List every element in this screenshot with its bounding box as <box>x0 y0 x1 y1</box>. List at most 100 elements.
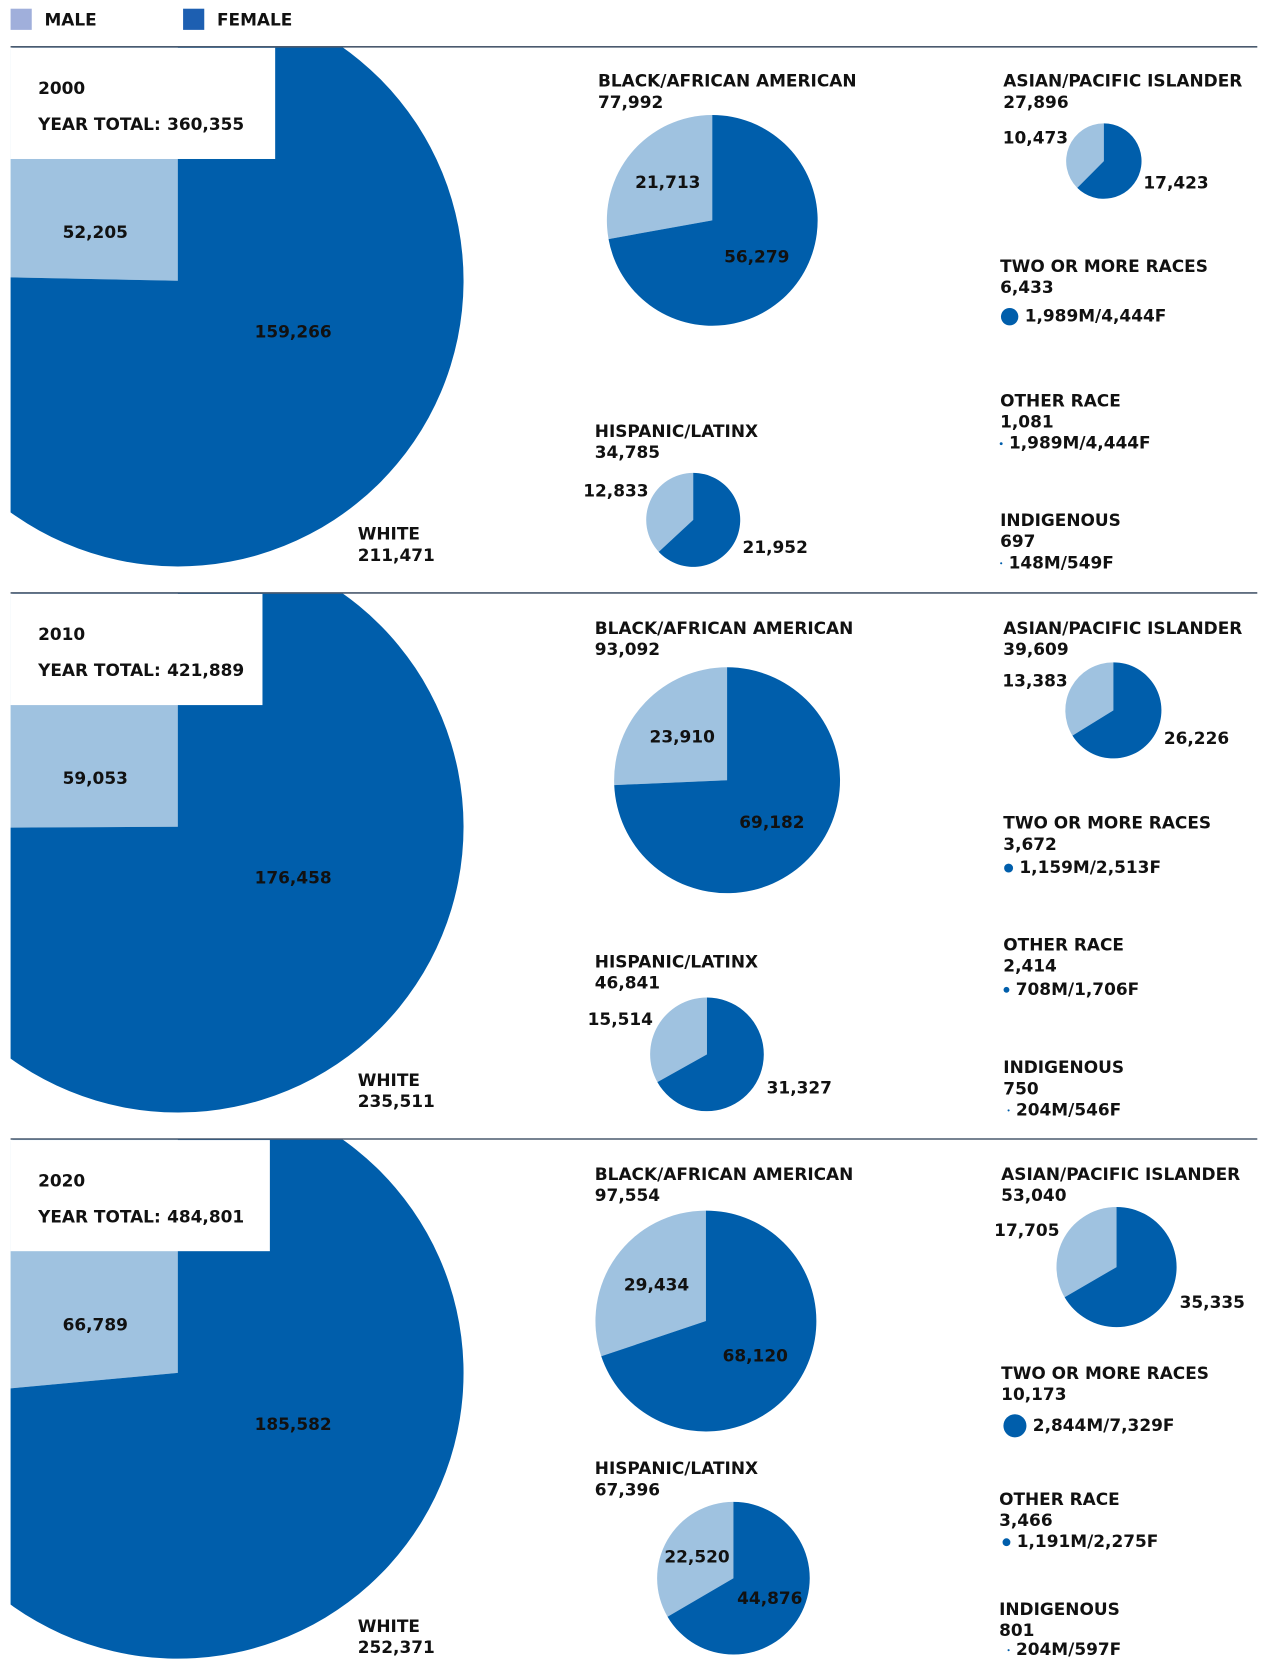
female-label: 56,279 <box>724 247 789 267</box>
group-name: OTHER RACE <box>1000 390 1121 410</box>
group-dot <box>1003 1414 1027 1438</box>
year-total-label: YEAR TOTAL: <box>37 660 161 680</box>
group-name: BLACK/AFRICAN AMERICAN <box>595 618 854 638</box>
male-label: 17,705 <box>994 1220 1059 1240</box>
group-name: INDIGENOUS <box>999 1599 1120 1619</box>
group-total: 27,896 <box>1003 92 1068 112</box>
male-slice <box>1065 662 1114 736</box>
female-label: 17,423 <box>1143 173 1208 193</box>
male-label: 13,383 <box>1002 671 1067 691</box>
year-total-value: 484,801 <box>167 1206 244 1226</box>
male-label: 10,473 <box>1003 127 1068 147</box>
group-name: WHITE <box>358 1616 420 1636</box>
female-label: 26,226 <box>1164 728 1229 748</box>
group-name: TWO OR MORE RACES <box>1000 256 1208 276</box>
year-total: YEAR TOTAL: 484,801 <box>37 1206 244 1226</box>
year-total-label: YEAR TOTAL: <box>37 1206 161 1226</box>
female-label: 69,182 <box>739 812 804 832</box>
year-total: YEAR TOTAL: 360,355 <box>37 114 244 134</box>
female-label: 176,458 <box>255 868 332 888</box>
female-label: 35,335 <box>1180 1292 1245 1312</box>
group-dot <box>1007 1109 1010 1112</box>
female-label: 68,120 <box>723 1345 788 1365</box>
group-name: OTHER RACE <box>1003 934 1124 954</box>
group-name: TWO OR MORE RACES <box>1001 1363 1209 1383</box>
group-dot <box>1007 1649 1010 1652</box>
group-name: BLACK/AFRICAN AMERICAN <box>595 1164 854 1184</box>
group-total: 67,396 <box>595 1479 660 1499</box>
group-name: BLACK/AFRICAN AMERICAN <box>598 71 857 91</box>
group-total: 93,092 <box>595 639 660 659</box>
group-name: INDIGENOUS <box>1000 510 1121 530</box>
split-label: 1,159M/2,513F <box>1019 857 1161 877</box>
group-total: 6,433 <box>1000 277 1054 297</box>
group-name: HISPANIC/LATINX <box>595 421 758 441</box>
male-label: 21,713 <box>635 172 700 192</box>
male-slice <box>650 997 707 1083</box>
female-slice <box>1077 123 1142 199</box>
group-name: WHITE <box>358 1070 420 1090</box>
split-label: 1,989M/4,444F <box>1009 433 1151 453</box>
year-box <box>10 593 263 706</box>
group-name: HISPANIC/LATINX <box>595 1458 758 1478</box>
male-label: 23,910 <box>650 726 715 746</box>
group-name: HISPANIC/LATINX <box>595 951 758 971</box>
group-name: ASIAN/PACIFIC ISLANDER <box>1003 618 1242 638</box>
year-title: 2020 <box>38 1170 85 1190</box>
group-name: ASIAN/PACIFIC ISLANDER <box>1003 71 1242 91</box>
female-slice <box>657 997 764 1112</box>
female-label: 159,266 <box>255 322 332 342</box>
group-total: 252,371 <box>358 1637 435 1657</box>
group-total: 801 <box>999 1620 1034 1640</box>
group-name: ASIAN/PACIFIC ISLANDER <box>1001 1164 1240 1184</box>
group-name: WHITE <box>358 524 420 544</box>
male-label: 22,520 <box>664 1546 729 1566</box>
group-total: 3,466 <box>999 1510 1053 1530</box>
female-slice <box>10 592 464 1113</box>
group-total: 1,081 <box>1000 412 1054 432</box>
group-total: 34,785 <box>595 442 660 462</box>
group-total: 10,173 <box>1001 1384 1066 1404</box>
female-slice <box>601 1210 817 1432</box>
female-slice <box>608 114 818 326</box>
legend-swatch <box>183 8 205 30</box>
year-title: 2000 <box>38 78 85 98</box>
male-slice <box>1056 1207 1117 1298</box>
legend-label: MALE <box>44 9 96 29</box>
group-dot <box>1002 1538 1011 1547</box>
female-label: 31,327 <box>767 1077 832 1097</box>
male-slice <box>606 114 713 240</box>
female-slice <box>658 472 741 567</box>
legend-label: FEMALE <box>217 9 292 29</box>
female-slice <box>614 667 841 894</box>
group-total: 211,471 <box>358 545 435 565</box>
group-total: 235,511 <box>358 1091 435 1111</box>
female-label: 21,952 <box>743 537 808 557</box>
group-dot <box>1004 863 1014 873</box>
group-total: 3,672 <box>1003 834 1057 854</box>
year-total-value: 421,889 <box>167 660 244 680</box>
group-dot <box>1000 307 1019 326</box>
year-total-value: 360,355 <box>167 114 244 134</box>
split-label: 204M/597F <box>1016 1639 1121 1659</box>
male-slice <box>646 472 694 552</box>
split-label: 2,844M/7,329F <box>1033 1415 1175 1435</box>
year-total: YEAR TOTAL: 421,889 <box>37 660 244 680</box>
group-dot <box>999 442 1003 446</box>
female-label: 44,876 <box>737 1588 802 1608</box>
female-slice <box>1072 662 1162 759</box>
group-dot <box>1003 986 1010 993</box>
year-box <box>10 47 276 159</box>
split-label: 1,191M/2,275F <box>1017 1531 1159 1551</box>
female-label: 185,582 <box>255 1414 332 1434</box>
year-title: 2010 <box>38 624 85 644</box>
male-label: 59,053 <box>63 768 128 788</box>
year-total-label: YEAR TOTAL: <box>37 114 161 134</box>
split-label: 1,989M/4,444F <box>1025 306 1167 326</box>
female-slice <box>667 1501 810 1655</box>
female-slice <box>10 1139 464 1659</box>
male-slice <box>657 1501 734 1617</box>
split-label: 204M/546F <box>1016 1099 1121 1119</box>
male-label: 15,514 <box>588 1009 653 1029</box>
